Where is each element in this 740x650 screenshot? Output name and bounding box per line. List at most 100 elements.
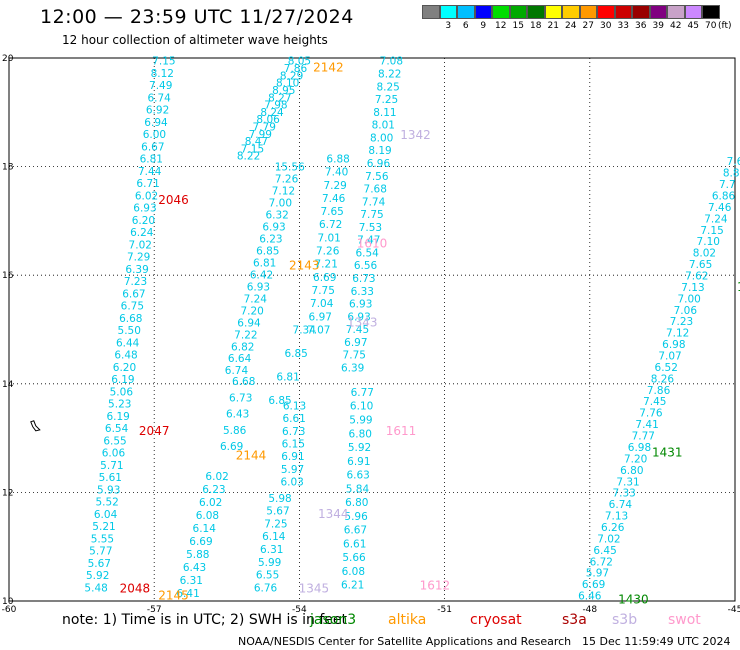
wave-height-value: 6.61: [343, 538, 366, 550]
wave-height-value: 6.81: [253, 257, 276, 269]
wave-height-value: 6.21: [341, 580, 364, 592]
wave-height-value: 7.75: [360, 209, 383, 221]
wave-height-value: 6.54: [355, 247, 379, 259]
pass-label: 1431: [652, 446, 683, 460]
wave-height-value: 7.29: [323, 180, 346, 192]
wave-height-value: 6.48: [114, 350, 137, 362]
wave-height-value: 7.20: [624, 453, 647, 465]
wave-height-value: 6.04: [94, 509, 118, 521]
wave-height-value: 7.75: [312, 285, 335, 297]
lon-tick-label: -48: [582, 605, 597, 615]
pass-label: 2047: [139, 424, 170, 438]
wave-height-value: 8.22: [378, 68, 401, 80]
wave-height-value: 7.62: [685, 270, 708, 282]
wave-height-value: 7.74: [362, 196, 386, 208]
wave-height-value: 6.42: [250, 269, 273, 281]
lon-tick-label: -51: [437, 605, 452, 615]
wave-height-value: 6.85: [284, 348, 307, 360]
wave-height-value: 6.93: [347, 311, 370, 323]
wave-height-value: 5.88: [186, 549, 209, 561]
footer-credit: NOAA/NESDIS Center for Satellite Applica…: [238, 635, 572, 648]
wave-height-value: 7.25: [375, 94, 398, 106]
wave-height-value: 7.46: [708, 202, 732, 214]
wave-height-value: 6.72: [319, 219, 342, 231]
wave-height-value: 7.45: [346, 324, 369, 336]
wave-height-value: 6.26: [601, 522, 625, 534]
wave-height-value: 6.73: [282, 426, 305, 438]
wave-height-value: 6.82: [231, 341, 254, 353]
wave-height-value: 8.19: [368, 145, 391, 157]
wave-height-value: 6.93: [247, 281, 270, 293]
wave-height-value: 6.02: [199, 497, 222, 509]
wave-height-value: 6.31: [260, 544, 283, 556]
wave-height-value: 8.02: [693, 248, 716, 260]
wave-height-value: 7.04: [310, 298, 334, 310]
wave-height-value: 6.93: [262, 221, 285, 233]
wave-height-value: 7.75: [343, 350, 366, 362]
wave-height-value: 6.93: [349, 299, 372, 311]
wave-height-value: 6.39: [341, 363, 364, 375]
wave-height-value: 5.21: [92, 521, 115, 533]
wave-height-value: 7.10: [697, 236, 720, 248]
wave-height-value: 6.74: [609, 499, 633, 511]
wave-height-value: 8.05: [288, 56, 311, 68]
wave-height-value: 6.46: [578, 591, 602, 603]
wave-height-value: 6.39: [125, 264, 148, 276]
wave-height-value: 6.02: [205, 471, 228, 483]
wave-height-value: 6.08: [342, 566, 365, 578]
wave-height-value: 7.44: [138, 166, 162, 178]
wave-height-value: 7.21: [315, 259, 338, 271]
wave-height-value: 5.97: [281, 464, 304, 476]
wave-height-value: 6.76: [254, 582, 278, 594]
wave-height-value: 7.22: [234, 329, 257, 341]
pass-label: 1345: [299, 581, 330, 595]
wave-height-value: 6.32: [265, 210, 288, 222]
wave-height-value: 8.12: [151, 68, 174, 80]
wave-height-value: 5.97: [586, 568, 609, 580]
satellite-label-altika: altika: [388, 612, 427, 628]
wave-height-value: 7.53: [359, 222, 382, 234]
island-outline: [30, 420, 41, 432]
wave-height-value: 6.23: [259, 233, 282, 245]
legend-label: 6: [462, 21, 469, 31]
legend-label: 18: [530, 21, 542, 31]
wave-height-value: 8.10: [276, 78, 299, 90]
legend-label: 24: [565, 21, 577, 31]
wave-height-value: 8.01: [372, 120, 395, 132]
wave-height-value: 6.74: [147, 92, 171, 104]
wave-height-value: 6.13: [283, 401, 306, 413]
wave-height-value: 6.73: [352, 273, 375, 285]
legend-label: 3: [445, 21, 452, 31]
wave-height-value: 6.80: [620, 465, 643, 477]
wave-height-value: 6.03: [280, 477, 303, 489]
wave-height-value: 6.20: [132, 215, 155, 227]
wave-height-value: 7.15: [152, 56, 175, 68]
wave-height-value: 6.56: [354, 260, 378, 272]
wave-height-value: 7.15: [700, 225, 723, 237]
wave-height-value: 5.55: [91, 533, 114, 545]
wave-height-value: 7.24: [704, 213, 728, 225]
satellite-label-s3b: s3b: [612, 612, 638, 628]
wave-height-value: 8.11: [373, 107, 396, 119]
legend-swatch: [702, 5, 720, 19]
lon-tick-label: -57: [147, 605, 162, 615]
pass-label: 1344: [318, 507, 349, 521]
wave-height-value: 7.41: [635, 419, 658, 431]
wave-height-value: 7.07: [307, 325, 330, 337]
wave-height-value: 5.67: [88, 558, 111, 570]
wave-height-value: 7.47: [357, 235, 380, 247]
lat-tick-label: 18: [2, 163, 14, 173]
wave-height-value: 6.67: [141, 141, 164, 153]
wave-height-value: 5.99: [349, 414, 372, 426]
page-title: 12:00 — 23:59 UTC 11/27/2024: [40, 6, 354, 28]
wave-height-value: 7.25: [264, 518, 287, 530]
wave-height-value: 6.41: [176, 588, 199, 600]
wave-height-value: 5.92: [348, 442, 371, 454]
wave-height-value: 6.67: [122, 288, 145, 300]
wave-height-value: 6.52: [655, 362, 678, 374]
wave-height-value: 7.86: [284, 63, 308, 75]
wave-height-value: 8.27: [268, 92, 291, 104]
wave-height-value: 7.7: [719, 179, 736, 191]
legend-label: 12: [495, 21, 507, 31]
wave-height-value: 6.85: [256, 245, 279, 257]
